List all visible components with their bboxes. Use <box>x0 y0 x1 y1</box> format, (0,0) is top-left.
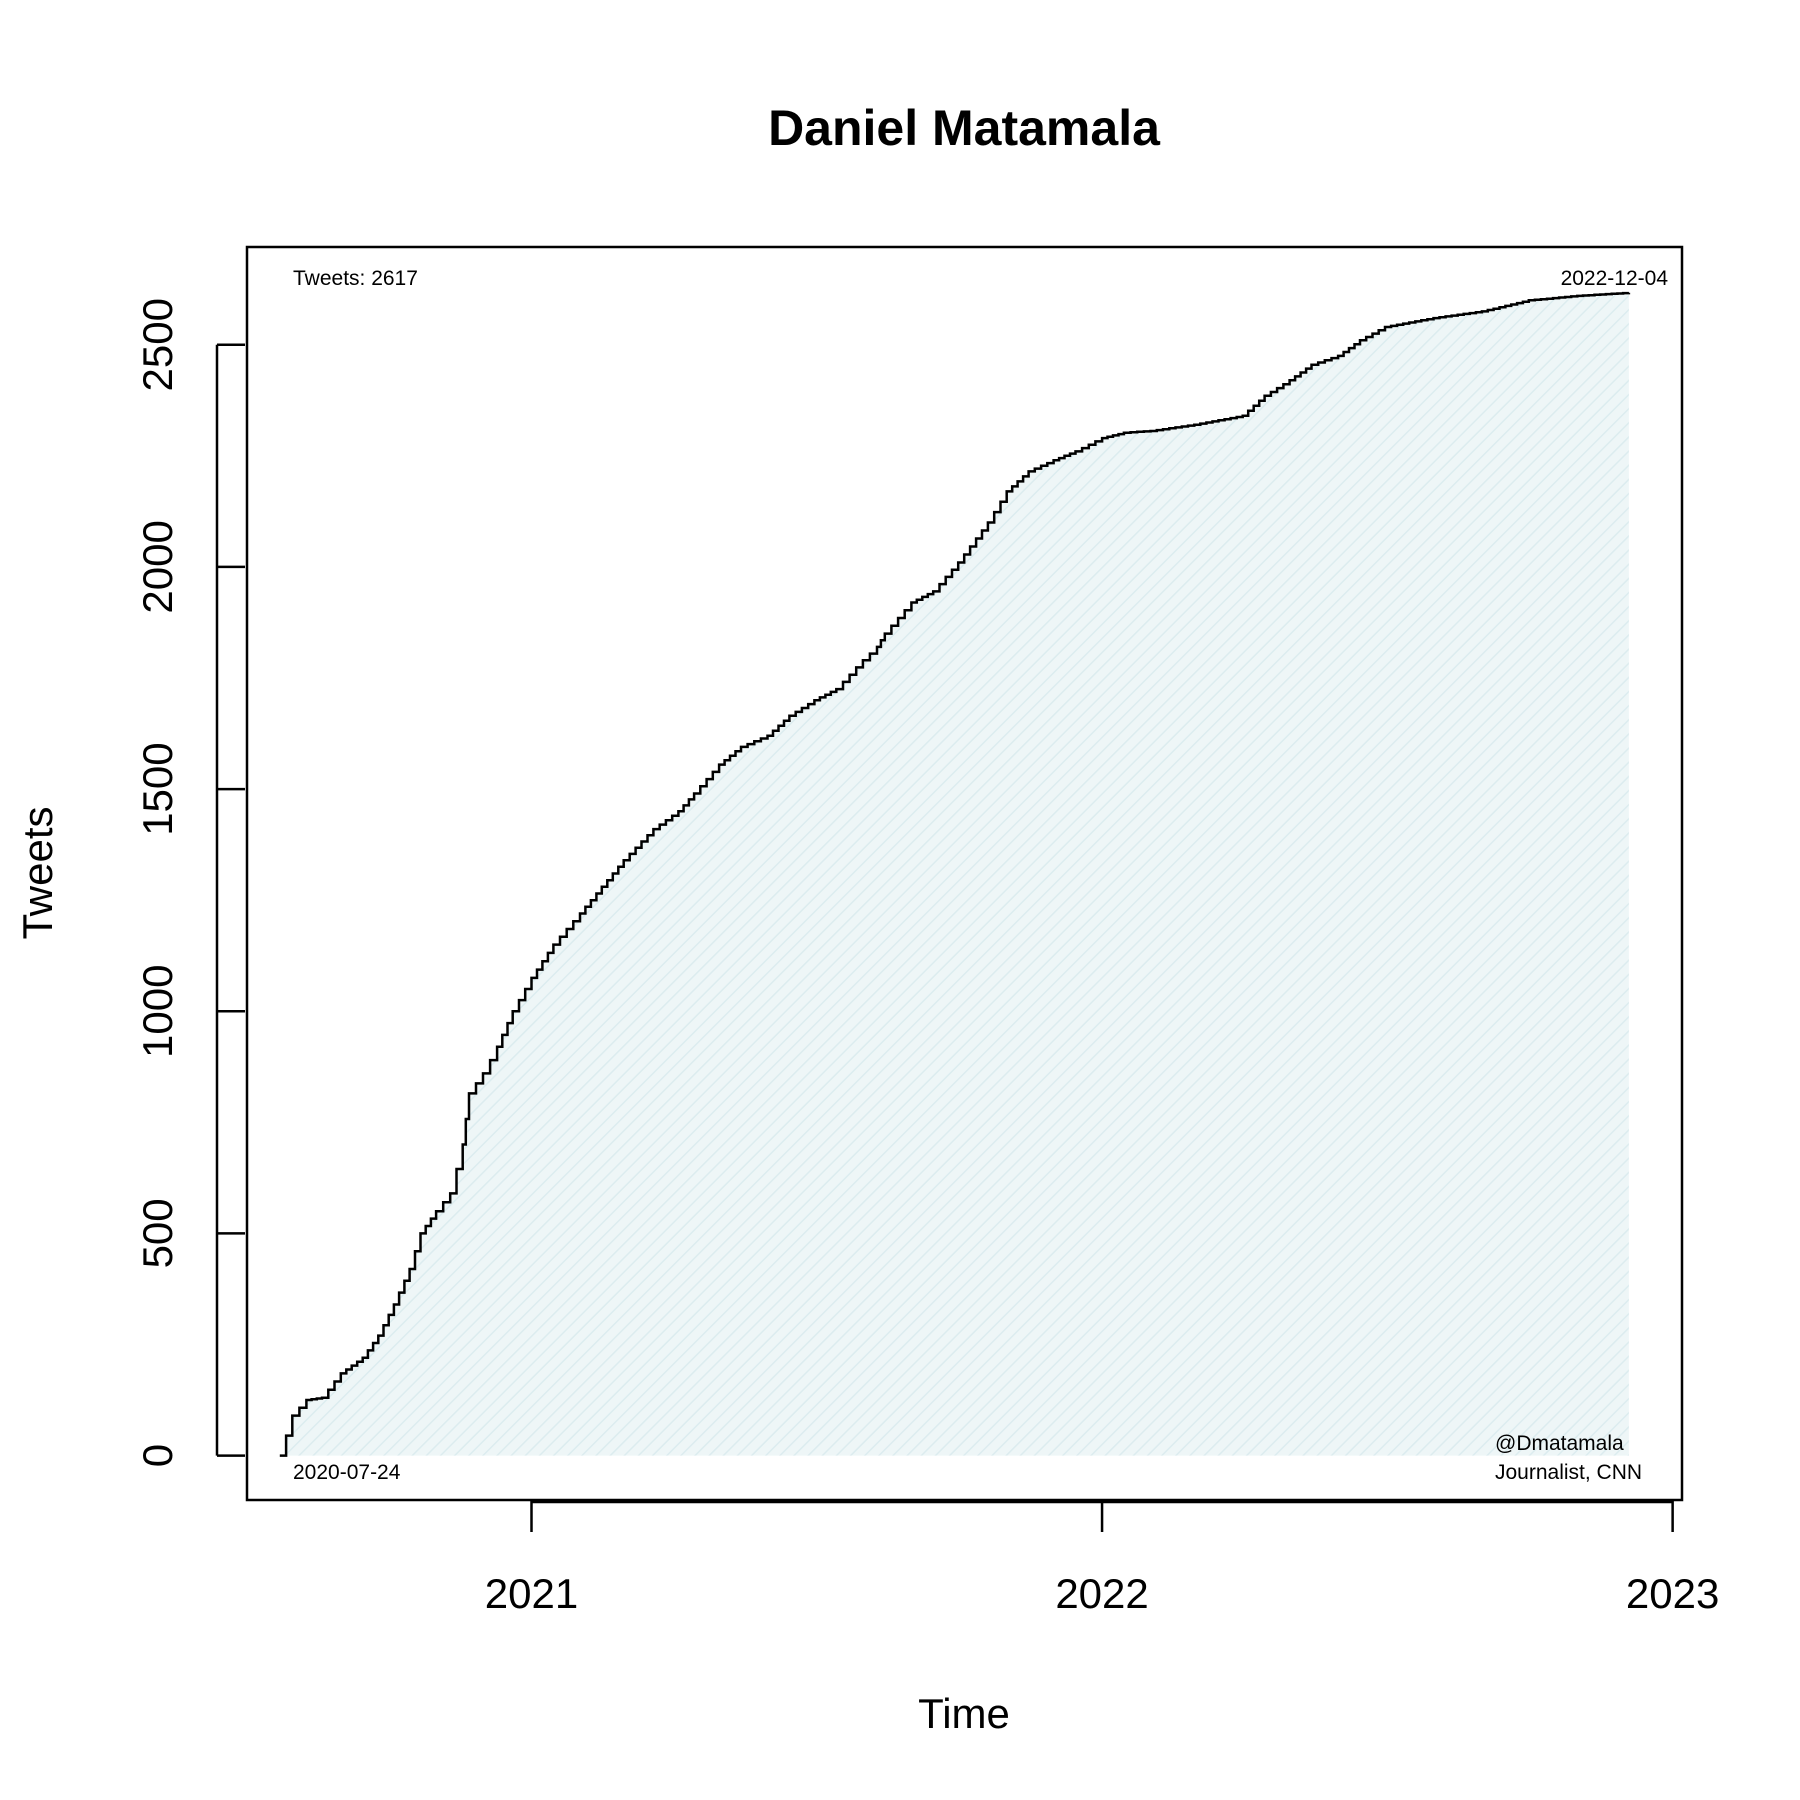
x-tick-label: 2021 <box>485 1570 578 1617</box>
y-axis: 0 500 1000 1500 2000 2500 <box>134 298 245 1467</box>
handle-label: @Dmatamala <box>1495 1432 1624 1455</box>
x-axis: 2021 2022 2023 <box>485 1500 1719 1617</box>
y-axis-title: Tweets <box>14 806 61 939</box>
y-tick-label: 1000 <box>134 965 181 1058</box>
plot-area <box>279 291 1631 1457</box>
cumulative-area <box>279 292 1629 1456</box>
y-tick-label: 0 <box>134 1444 181 1467</box>
y-tick-label: 500 <box>134 1198 181 1268</box>
x-axis-title: Time <box>918 1690 1010 1737</box>
y-tick-label: 2000 <box>134 520 181 613</box>
chart-title: Daniel Matamala <box>768 100 1161 156</box>
total-tweets-label: Tweets: 2617 <box>293 267 418 290</box>
end-date-label: 2022-12-04 <box>1561 267 1669 290</box>
x-tick-label: 2022 <box>1055 1570 1148 1617</box>
cumulative-tweets-line <box>279 291 1631 1457</box>
plot-frame <box>245 245 1684 1502</box>
y-tick-label: 2500 <box>134 298 181 391</box>
y-tick-label: 1500 <box>134 742 181 835</box>
start-date-label: 2020-07-24 <box>293 1461 401 1484</box>
bio-label: Journalist, CNN <box>1495 1461 1642 1484</box>
x-tick-label: 2023 <box>1626 1570 1719 1617</box>
